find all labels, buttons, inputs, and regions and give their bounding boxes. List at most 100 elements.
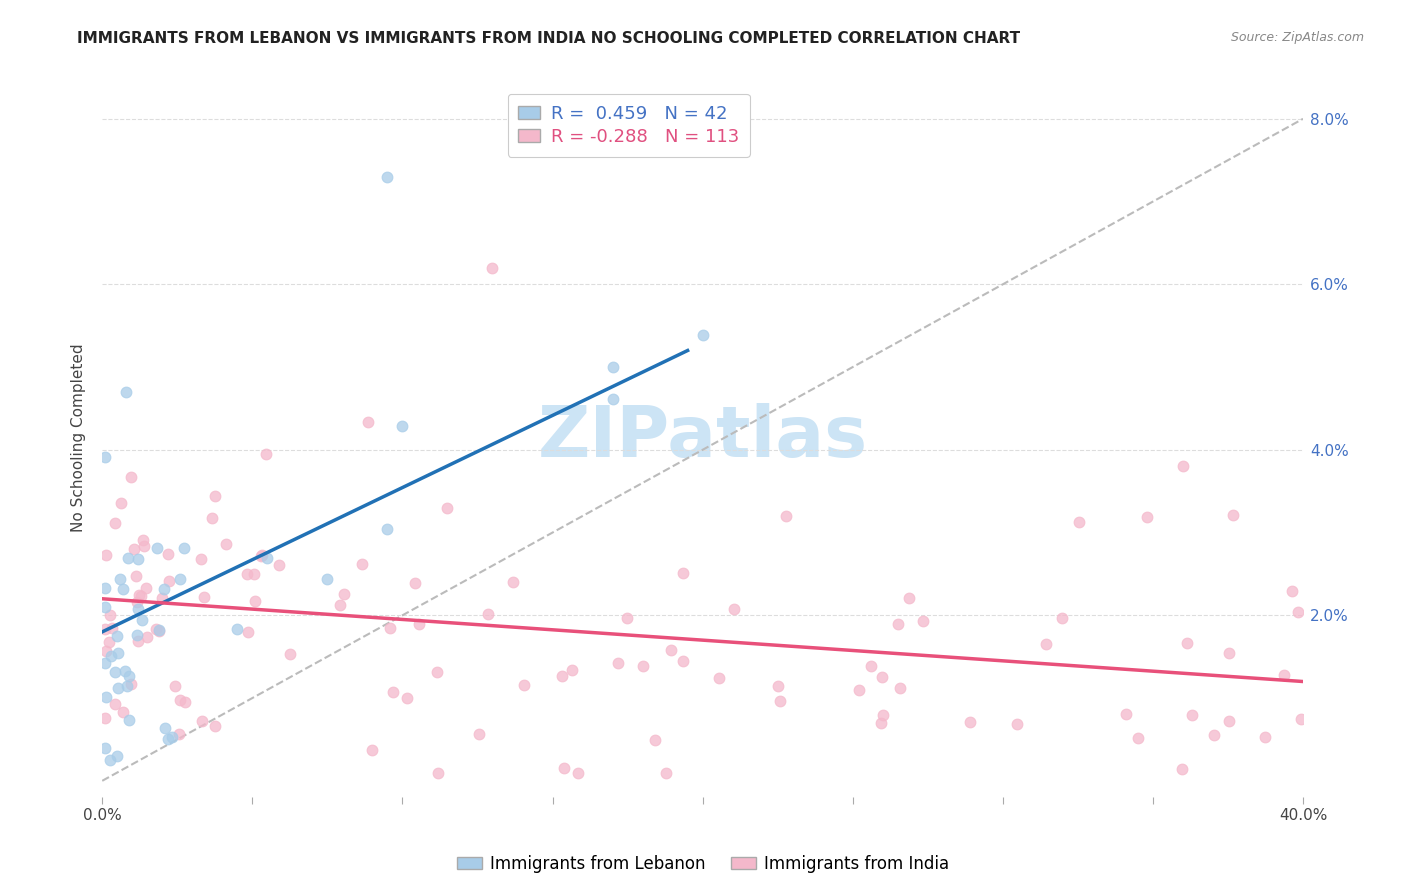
Point: [105, 629, 128, 643]
Point: [135, 582, 157, 596]
Legend: R =  0.459   N = 42, R = -0.288   N = 113: R = 0.459 N = 42, R = -0.288 N = 113: [508, 94, 749, 157]
Point: [481, 260, 503, 275]
Point: [426, 665, 449, 680]
Point: [215, 537, 238, 551]
Point: [1218, 646, 1240, 660]
Point: [1128, 731, 1150, 746]
Point: [898, 591, 921, 606]
Point: [692, 327, 714, 342]
Point: [243, 593, 266, 607]
Point: [191, 714, 214, 728]
Point: [148, 624, 170, 638]
Point: [886, 617, 908, 632]
Point: [145, 622, 167, 636]
Point: [602, 392, 624, 406]
Point: [104, 697, 127, 711]
Point: [114, 664, 136, 678]
Point: [96, 548, 118, 562]
Point: [1175, 636, 1198, 650]
Point: [153, 721, 176, 735]
Point: [1171, 459, 1194, 474]
Point: [1181, 708, 1204, 723]
Legend: Immigrants from Lebanon, Immigrants from India: Immigrants from Lebanon, Immigrants from…: [450, 848, 956, 880]
Point: [107, 681, 129, 696]
Point: [169, 692, 191, 706]
Point: [408, 616, 430, 631]
Point: [333, 587, 356, 601]
Point: [193, 591, 215, 605]
Point: [551, 669, 574, 683]
Point: [723, 602, 745, 616]
Point: [859, 658, 882, 673]
Point: [157, 732, 180, 747]
Point: [94, 582, 117, 596]
Point: [672, 566, 695, 581]
Point: [134, 539, 156, 553]
Point: [1291, 712, 1313, 726]
Point: [672, 654, 695, 668]
Point: [477, 607, 499, 622]
Point: [120, 677, 142, 691]
Point: [107, 646, 129, 660]
Point: [655, 765, 678, 780]
Point: [204, 490, 226, 504]
Point: [869, 715, 891, 730]
Point: [377, 522, 399, 536]
Point: [250, 549, 273, 563]
Point: [256, 447, 278, 461]
Point: [150, 591, 173, 606]
Text: ZIPatlas: ZIPatlas: [537, 403, 868, 472]
Point: [94, 450, 117, 464]
Point: [157, 574, 180, 588]
Point: [124, 541, 146, 556]
Point: [94, 741, 117, 756]
Point: [391, 418, 413, 433]
Point: [125, 569, 148, 583]
Point: [129, 589, 152, 603]
Point: [404, 575, 426, 590]
Point: [766, 679, 789, 693]
Point: [382, 684, 405, 698]
Point: [148, 623, 170, 637]
Point: [120, 470, 142, 484]
Point: [316, 572, 339, 586]
Point: [160, 731, 183, 745]
Point: [1281, 584, 1303, 599]
Point: [111, 582, 134, 596]
Point: [117, 551, 139, 566]
Point: [117, 713, 139, 727]
Point: [250, 548, 273, 562]
Point: [94, 600, 117, 615]
Point: [395, 690, 418, 705]
Point: [153, 582, 176, 596]
Point: [98, 634, 121, 648]
Point: [1035, 636, 1057, 650]
Point: [1253, 730, 1275, 744]
Point: [872, 707, 894, 722]
Point: [912, 614, 935, 628]
Point: [236, 625, 259, 640]
Point: [707, 671, 730, 685]
Point: [127, 551, 149, 566]
Point: [616, 611, 638, 625]
Point: [98, 607, 121, 622]
Point: [769, 693, 792, 707]
Point: [96, 690, 118, 704]
Point: [190, 551, 212, 566]
Point: [110, 496, 132, 510]
Point: [115, 384, 138, 399]
Point: [105, 748, 128, 763]
Text: IMMIGRANTS FROM LEBANON VS IMMIGRANTS FROM INDIA NO SCHOOLING COMPLETED CORRELAT: IMMIGRANTS FROM LEBANON VS IMMIGRANTS FR…: [77, 31, 1021, 46]
Point: [427, 765, 450, 780]
Point: [94, 644, 117, 658]
Point: [115, 679, 138, 693]
Point: [1222, 508, 1244, 523]
Point: [357, 415, 380, 429]
Point: [606, 656, 628, 670]
Point: [1272, 668, 1295, 682]
Point: [94, 622, 117, 636]
Point: [870, 670, 893, 684]
Point: [127, 601, 149, 615]
Point: [1050, 611, 1073, 625]
Point: [100, 648, 122, 663]
